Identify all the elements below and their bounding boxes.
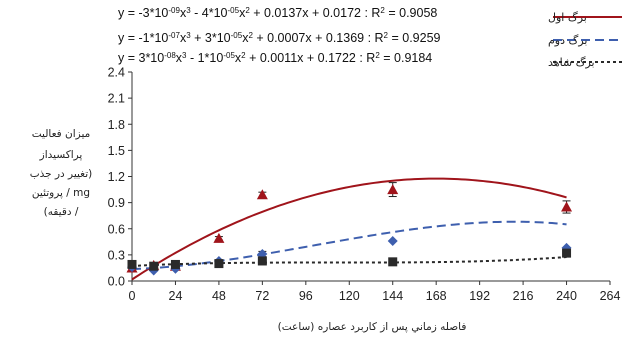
equation-text: - 4*10	[191, 6, 228, 20]
equation-text: y = -3*10	[118, 6, 168, 20]
y-tick-label: 0.6	[108, 222, 125, 236]
equation-text: x	[176, 51, 183, 65]
equation-text: x	[239, 6, 246, 20]
data-point	[257, 249, 268, 260]
x-tick-label: 48	[212, 289, 226, 303]
equation-superscript: 2	[380, 6, 385, 15]
fit-curve	[131, 256, 567, 267]
data-point	[149, 261, 159, 271]
equation-text: + 3*10	[191, 31, 231, 45]
regression-equation: y = 3*10-08x3 - 1*10-05x2 + 0.0011x + 0.…	[118, 51, 432, 66]
x-tick-label: 72	[255, 289, 269, 303]
data-point	[127, 259, 137, 269]
plot-area	[128, 71, 611, 285]
data-point	[387, 235, 398, 246]
legend: برگ اول برگ دوم برگ شاهد	[548, 11, 622, 69]
equation-superscript: -07	[168, 31, 180, 40]
x-tick-label: 264	[600, 289, 621, 303]
x-tick-label: 120	[339, 289, 360, 303]
equation-text: x	[242, 31, 249, 45]
x-tick-label: 0	[129, 289, 136, 303]
equation-superscript: 2	[248, 31, 253, 40]
y-tick-label: 2.1	[108, 92, 125, 106]
equation-text: + 0.0007x + 0.1369 : R	[253, 31, 384, 45]
y-tick-label: 1.2	[108, 170, 125, 184]
legend-label: برگ اول	[548, 11, 587, 24]
x-tick-label: 192	[469, 289, 490, 303]
x-tick-label: 96	[299, 289, 313, 303]
y-axis-title-line: / دقيقه)	[44, 206, 79, 218]
x-tick-label: 240	[556, 289, 577, 303]
legend-label: برگ شاهد	[548, 56, 595, 69]
equation-superscript: -05	[231, 31, 243, 40]
equation-superscript: 2	[375, 51, 380, 60]
data-point	[562, 248, 572, 258]
data-point	[170, 259, 180, 269]
equation-text: x	[235, 51, 242, 65]
y-tick-labels: 0.0 0.3 0.6 0.9 1.2 1.5 1.8 2.1 2.4	[108, 66, 125, 289]
equation-text: + 0.0137x + 0.0172 : R	[250, 6, 381, 20]
data-point	[387, 184, 399, 195]
y-tick-label: 1.5	[108, 144, 125, 158]
equation-text: = 0.9058	[385, 6, 438, 20]
y-axis-title-line: پراكسيداز	[39, 149, 83, 161]
data-point	[256, 189, 268, 200]
equation-superscript: 3	[182, 51, 187, 60]
y-axis-title-line: ميزان فعاليت	[32, 128, 91, 140]
data-point	[214, 259, 224, 269]
equation-superscript: 2	[241, 51, 246, 60]
x-tick-label: 144	[382, 289, 403, 303]
equation-superscript: 2	[245, 6, 250, 15]
fit-curve	[131, 177, 567, 281]
data-markers	[126, 182, 573, 276]
y-tick-label: 2.4	[108, 66, 125, 80]
equation-text: + 0.0011x + 0.1722 : R	[246, 51, 376, 65]
equation-text: - 1*10	[186, 51, 223, 65]
equation-text: x	[180, 31, 187, 45]
equation-superscript: 3	[186, 6, 191, 15]
legend-label: برگ دوم	[548, 34, 588, 47]
equation-text: = 0.9259	[388, 31, 441, 45]
y-axis-title: ميزان فعاليت پراكسيداز (تغيير در جذب mg / پ…	[30, 128, 93, 218]
x-tick-label: 216	[513, 289, 534, 303]
regression-equation: y = -3*10-09x3 - 4*10-05x2 + 0.0137x + 0…	[118, 6, 437, 21]
x-axis-title: فاصله زماني پس از كاربرد عصاره (ساعت)	[278, 321, 467, 333]
data-point	[257, 256, 267, 266]
y-axis-title-line: (تغيير در جذب	[30, 168, 93, 180]
regression-equations: y = -3*10-09x3 - 4*10-05x2 + 0.0137x + 0…	[118, 6, 441, 66]
x-tick-label: 168	[426, 289, 447, 303]
fit-curves	[131, 177, 567, 281]
equation-text: y = 3*10	[118, 51, 164, 65]
data-point	[388, 257, 398, 267]
equation-text: = 0.9184	[380, 51, 433, 65]
equation-superscript: -05	[223, 51, 235, 60]
data-point	[561, 201, 573, 212]
equation-superscript: -05	[228, 6, 240, 15]
equation-superscript: -08	[164, 51, 176, 60]
data-point	[213, 232, 225, 243]
y-tick-label: 0.9	[108, 196, 125, 210]
y-tick-label: 0.0	[108, 275, 125, 289]
y-tick-label: 0.3	[108, 248, 125, 262]
y-tick-label: 1.8	[108, 118, 125, 132]
equation-superscript: 3	[186, 31, 191, 40]
y-axis-title-line: mg / پروتئين	[32, 187, 90, 199]
regression-equation: y = -1*10-07x3 + 3*10-05x2 + 0.0007x + 0…	[118, 31, 441, 46]
x-tick-labels: 0 24 48 72 96 120 144 168 192 216 240 264	[129, 289, 621, 303]
equation-text: y = -1*10	[118, 31, 168, 45]
equation-text: x	[180, 6, 187, 20]
x-tick-label: 24	[169, 289, 183, 303]
equation-superscript: -09	[168, 6, 180, 15]
equation-superscript: 2	[384, 31, 389, 40]
